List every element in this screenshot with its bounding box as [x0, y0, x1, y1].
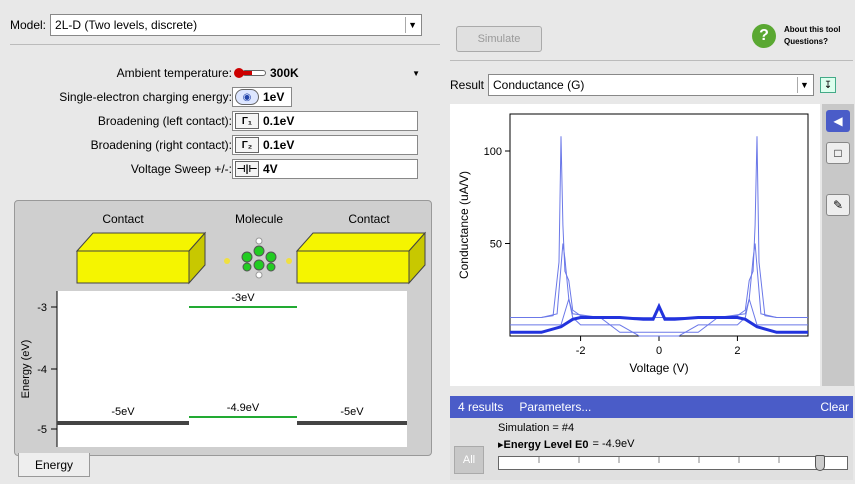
thermometer-icon [234, 67, 268, 79]
param-label: Broadening (right contact): [90, 138, 232, 152]
param-charging[interactable]: Single-electron charging energy: ◉ 1eV [10, 86, 440, 108]
voltage-sweep-field[interactable]: ⊣|⊢ 4V [232, 159, 418, 179]
param-label: Broadening (left contact): [97, 114, 232, 128]
model-label: Model: [10, 18, 47, 32]
divider [450, 60, 853, 61]
level-lower-label: -4.9eV [227, 402, 260, 414]
question-icon: ? [752, 24, 776, 48]
x-axis-label: Voltage (V) [629, 361, 688, 375]
temperature-field[interactable]: 300K ▼ [232, 63, 428, 83]
param-label: Single-electron charging energy: [59, 90, 232, 104]
energy-tick: -5 [37, 424, 47, 436]
parameters-link[interactable]: Parameters... [519, 400, 592, 414]
download-icon[interactable]: ↧ [820, 77, 837, 93]
square-icon[interactable]: □ [826, 142, 850, 164]
energy-level-row: ▸Energy Level E0 = -4.9eV [498, 438, 634, 451]
plot-sidebar: ◀ □ ✎ [822, 104, 854, 386]
param-value: 300K [270, 66, 299, 80]
output-panel: Simulate ? About this tool Questions? Re… [450, 10, 854, 480]
series-line-1 [510, 243, 808, 333]
param-value: 4V [263, 162, 278, 176]
param-broadening-right[interactable]: Broadening (right contact): Γ₂ 0.1eV [10, 134, 440, 156]
conductance-chart-svg: 50 100 -2 0 2 Voltage (V) Conductance (uA/V) [457, 113, 809, 375]
slider-ticks [538, 457, 820, 463]
about-text: About this tool Questions? [784, 24, 840, 48]
result-value: Conductance (G) [493, 78, 585, 92]
fermi-right-label: -5eV [340, 406, 364, 418]
battery-icon: ⊣|⊢ [235, 161, 259, 177]
param-value: 1eV [263, 90, 285, 104]
chevron-down-icon: ▼ [405, 17, 419, 33]
results-area: Simulation = #4 ▸Energy Level E0 = -4.9e… [450, 418, 853, 480]
input-panel: Model: 2L-D (Two levels, discrete) ▼ Amb… [10, 10, 440, 480]
y-tick-label: 100 [484, 146, 502, 158]
model-row: Model: 2L-D (Two levels, discrete) ▼ [10, 12, 440, 38]
broadening-icon: Γ₂ [235, 137, 259, 153]
all-button[interactable]: All [454, 446, 484, 474]
energy-tick: -3 [37, 302, 47, 314]
energy-level-label[interactable]: ▸Energy Level E0 [498, 439, 589, 451]
x-tick-label: 2 [734, 345, 740, 357]
param-temperature[interactable]: Ambient temperature: 300K ▼ [10, 62, 440, 84]
energy-diagram-svg: Contact Molecule Contact [20, 212, 427, 447]
series-line-2 [510, 298, 808, 337]
result-select[interactable]: Conductance (G) ▼ [488, 74, 815, 96]
model-value: 2L-D (Two levels, discrete) [55, 18, 198, 32]
series-line-0 [510, 136, 808, 318]
param-value: 0.1eV [263, 114, 295, 128]
contact-right-block [295, 231, 427, 285]
molecule-label: Molecule [235, 212, 283, 226]
charging-field[interactable]: ◉ 1eV [232, 87, 292, 107]
results-bar: 4 results Parameters... Clear [450, 396, 853, 418]
fermi-left-label: -5eV [111, 406, 135, 418]
chevron-down-icon: ▼ [797, 77, 811, 93]
param-label: Voltage Sweep +/-: [130, 162, 232, 176]
molecule-icon [224, 237, 292, 279]
level-upper-label: -3eV [231, 292, 255, 304]
wrench-icon[interactable]: ✎ [826, 194, 850, 216]
broadening-right-field[interactable]: Γ₂ 0.1eV [232, 135, 418, 155]
about-line1: About this tool [784, 25, 841, 34]
simulation-slider[interactable] [498, 455, 848, 471]
x-tick-label: -2 [576, 345, 586, 357]
energy-level-value: = -4.9eV [592, 438, 635, 450]
param-value: 0.1eV [263, 138, 295, 152]
about-line2: Questions? [784, 37, 829, 46]
energy-tick: -4 [37, 364, 47, 376]
model-select[interactable]: 2L-D (Two levels, discrete) ▼ [50, 14, 423, 36]
result-row: Result Conductance (G) ▼ ↧ [450, 74, 853, 96]
slider-handle-icon[interactable] [815, 455, 825, 471]
broadening-icon: Γ₁ [235, 113, 259, 129]
y-tick-label: 50 [490, 239, 502, 251]
conductance-plot[interactable]: 50 100 -2 0 2 Voltage (V) Conductance (uA/V) [450, 104, 820, 386]
about-tool[interactable]: ? About this tool Questions? [752, 24, 840, 48]
energy-axis-label: Energy (eV) [20, 340, 32, 399]
simulate-button[interactable]: Simulate [456, 26, 542, 52]
tab-energy[interactable]: Energy [18, 453, 90, 477]
simulation-number: Simulation = #4 [498, 422, 575, 434]
param-voltage-sweep[interactable]: Voltage Sweep +/-: ⊣|⊢ 4V [10, 158, 440, 180]
param-broadening-left[interactable]: Broadening (left contact): Γ₁ 0.1eV [10, 110, 440, 132]
results-count: 4 results [458, 400, 504, 414]
param-label: Ambient temperature: [116, 66, 232, 80]
chevron-down-icon[interactable]: ▼ [412, 68, 420, 78]
charging-icon: ◉ [235, 89, 259, 105]
x-tick-label: 0 [656, 345, 662, 357]
y-axis-label: Conductance (uA/V) [457, 171, 471, 279]
contact-left-label: Contact [102, 212, 144, 226]
result-label: Result [450, 78, 485, 92]
broadening-left-field[interactable]: Γ₁ 0.1eV [232, 111, 418, 131]
collapse-icon[interactable]: ◀ [826, 110, 850, 132]
contact-left-block [75, 231, 207, 285]
divider [10, 44, 440, 45]
series-line-3 [510, 302, 808, 334]
clear-button[interactable]: Clear [820, 400, 849, 414]
energy-diagram: Contact Molecule Contact [14, 200, 432, 456]
contact-right-label: Contact [348, 212, 390, 226]
